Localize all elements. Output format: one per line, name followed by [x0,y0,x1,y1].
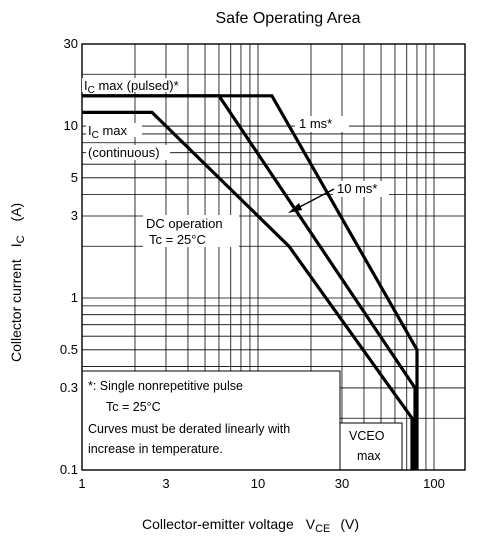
x-tick-label: 3 [162,476,169,491]
tick-labels: 1 3 10 30 100 0.1 0.3 0.5 1 3 5 10 30 [60,36,445,491]
vceo-box [339,422,403,471]
ic-cont-label: IC max [88,123,128,141]
series-line-3 [82,110,414,470]
series [82,94,419,470]
note-line-2: Tc = 25°C [106,400,161,414]
note-line-1: *: Single nonrepetitive pulse [88,379,243,393]
note-area [81,370,403,471]
one-ms-label: 1 ms* [299,116,332,131]
y-tick-label: 5 [71,170,78,185]
y-tick-label: 0.5 [60,342,78,357]
note-line-4: increase in temperature. [88,442,223,456]
note-box [81,370,341,471]
ten-ms-label: 10 ms* [337,181,377,196]
vceo-max-label: max [357,449,381,463]
ic-cont-label-2: (continuous) [88,145,160,160]
ten-ms-arrowhead [288,203,302,213]
y-tick-label: 0.1 [60,462,78,477]
x-tick-label: 10 [251,476,265,491]
ic-pulsed-label: IC max (pulsed)* [84,78,179,96]
x-tick-label: 100 [423,476,445,491]
y-tick-label: 10 [64,118,78,133]
series-line-2 [82,94,417,470]
y-tick-label: 3 [71,208,78,223]
plot-frame [81,43,466,471]
note-line-3: Curves must be derated linearly with [88,422,290,436]
y-tick-label: 0.3 [60,380,78,395]
x-tick-label: 30 [335,476,349,491]
dc-label-1: DC operation [146,216,223,231]
x-tick-label: 1 [78,476,85,491]
y-axis-title: Collector currentIC(A) [8,203,27,362]
chart-title: Safe Operating Area [216,10,361,27]
plot-border [81,43,466,471]
vceo-label: VCEO [349,429,385,443]
dc-label-2: Tc = 25°C [149,232,206,247]
y-tick-label: 30 [64,36,78,51]
y-tick-label: 1 [71,290,78,305]
x-axis-title: Collector-emitter voltage VCE (V) [142,516,359,535]
